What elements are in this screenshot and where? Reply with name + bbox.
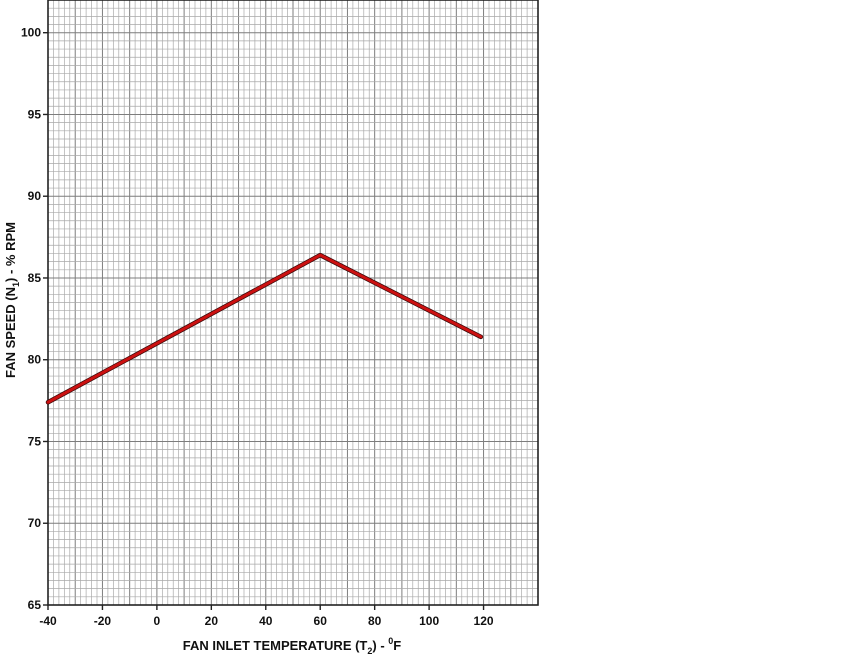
y-axis-ticks: 65 70 75 80 85 90 95 100	[21, 26, 48, 612]
x-axis-title-middle: ) -	[372, 638, 388, 653]
x-tick-label: -40	[39, 614, 57, 628]
x-tick-label: 0	[154, 614, 161, 628]
y-tick-label: 75	[28, 434, 42, 448]
x-axis-ticks: -40 -20 0 20 40 60 80 100 120	[39, 605, 494, 628]
series-point	[46, 401, 50, 404]
x-tick-label: -20	[94, 614, 112, 628]
series-point	[479, 335, 483, 339]
x-axis-title: FAN INLET TEMPERATURE (T2) - 0F	[183, 636, 402, 656]
y-tick-label: 80	[28, 353, 42, 367]
y-tick-label: 90	[28, 189, 42, 203]
x-tick-label: 60	[314, 614, 328, 628]
chart-frame	[47, 0, 539, 606]
x-axis-title-prefix: FAN INLET TEMPERATURE (T	[183, 638, 368, 653]
y-tick-label: 70	[28, 516, 42, 530]
y-tick-label: 65	[28, 598, 42, 612]
x-tick-label: 80	[368, 614, 382, 628]
y-axis-title-subscript: 1	[11, 282, 21, 287]
y-tick-label: 100	[21, 26, 41, 40]
x-axis-title-subscript: 2	[367, 646, 372, 656]
x-tick-label: 20	[205, 614, 219, 628]
x-tick-label: 40	[259, 614, 273, 628]
x-tick-label: 100	[419, 614, 439, 628]
series-line-shadow	[45, 252, 484, 405]
y-axis-title: FAN SPEED (N1) - % RPM	[3, 222, 21, 378]
y-axis-title-suffix: ) - % RPM	[3, 222, 18, 282]
x-tick-label: 120	[474, 614, 494, 628]
x-axis-title-superscript: 0	[388, 636, 393, 646]
series-line	[46, 253, 483, 404]
y-axis-title-prefix: FAN SPEED (N	[3, 287, 18, 378]
x-axis-title-suffix: F	[393, 638, 401, 653]
y-tick-label: 85	[28, 271, 42, 285]
chart-grid	[47, 0, 539, 606]
y-tick-label: 95	[28, 107, 42, 121]
chart-series	[45, 252, 484, 405]
plot-border	[47, 0, 539, 606]
series-point	[319, 253, 322, 257]
